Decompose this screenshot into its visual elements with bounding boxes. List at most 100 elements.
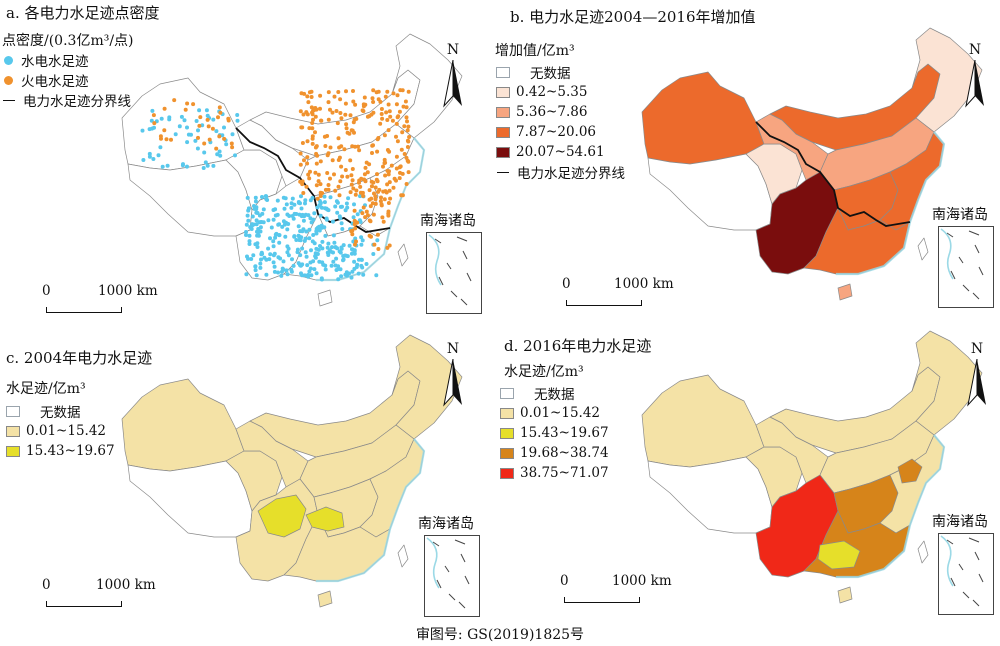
hydro-dot xyxy=(327,248,332,253)
inset-label: 南海诸岛 xyxy=(420,213,476,229)
hydro-dot xyxy=(268,252,273,257)
hydro-dot xyxy=(252,204,256,208)
hydro-dot xyxy=(289,201,294,206)
hydro-dot xyxy=(300,262,305,267)
thermal-dot xyxy=(376,136,381,140)
thermal-dot xyxy=(319,118,323,123)
thermal-dot xyxy=(395,139,400,144)
hydro-dot xyxy=(334,256,339,261)
thermal-dot xyxy=(310,134,315,139)
legend-item: 无数据 xyxy=(6,401,115,421)
thermal-dot xyxy=(315,196,320,201)
thermal-dot xyxy=(367,188,372,193)
hydro-dot xyxy=(249,257,254,261)
hydro-dot xyxy=(301,218,306,223)
thermal-dot xyxy=(305,94,310,99)
hydro-dot xyxy=(282,206,287,211)
thermal-dot xyxy=(328,107,332,112)
thermal-dot xyxy=(392,176,397,181)
thermal-dot xyxy=(336,90,341,94)
hydro-dot xyxy=(300,229,305,234)
hydro-dot xyxy=(185,164,189,169)
thermal-dot xyxy=(400,130,405,135)
legend-line xyxy=(497,171,509,173)
thermal-dot xyxy=(395,115,400,120)
hydro-dot xyxy=(264,272,269,277)
hydro-dot xyxy=(244,230,248,234)
thermal-dot xyxy=(349,229,354,234)
hydro-dot xyxy=(352,251,357,256)
thermal-dot xyxy=(351,99,356,104)
panel-a-legend-title: 点密度/(0.3亿m³/点) xyxy=(2,33,134,49)
north-letter: N xyxy=(968,42,982,58)
scale-zero-label: 0 xyxy=(560,573,569,589)
thermal-dot xyxy=(371,180,376,185)
hydro-dot xyxy=(281,219,286,224)
thermal-dot xyxy=(307,90,312,95)
thermal-dot xyxy=(214,146,219,151)
thermal-dot xyxy=(361,194,366,198)
thermal-dot xyxy=(362,95,367,100)
legend-item: 水电水足迹 xyxy=(2,50,131,70)
thermal-dot xyxy=(318,190,323,195)
hydro-dot xyxy=(321,262,326,267)
thermal-dot xyxy=(367,197,372,202)
thermal-dot xyxy=(305,161,310,166)
thermal-dot xyxy=(326,183,331,187)
hydro-dot xyxy=(185,125,189,130)
region-tibet xyxy=(127,159,253,237)
hydro-dot xyxy=(160,164,165,169)
hydro-dot xyxy=(357,218,362,223)
hydro-dot xyxy=(286,246,291,251)
thermal-dot xyxy=(350,232,355,237)
thermal-dot xyxy=(183,107,188,112)
hydro-dot xyxy=(299,206,304,211)
hydro-dot xyxy=(202,150,207,155)
thermal-dot xyxy=(318,106,322,111)
hydro-dot xyxy=(290,257,294,262)
thermal-dot xyxy=(360,211,365,216)
inset-boundary-dash xyxy=(950,270,956,280)
thermal-dot xyxy=(306,172,311,177)
hydro-dot xyxy=(195,146,200,151)
thermal-dot xyxy=(197,123,202,128)
thermal-dot xyxy=(298,162,303,167)
inset-boundary-dash xyxy=(974,551,980,561)
scale-km-label: 1000 km xyxy=(612,573,672,589)
hydro-dot xyxy=(317,203,322,208)
legend-label: 无数据 xyxy=(534,387,575,403)
thermal-dot xyxy=(405,145,410,149)
thermal-dot xyxy=(405,158,410,163)
hydro-dot xyxy=(254,222,259,227)
legend-label: 0.01~15.42 xyxy=(520,405,601,421)
thermal-dot xyxy=(326,117,331,122)
inset-boundary-dash xyxy=(444,565,450,573)
thermal-dot xyxy=(397,165,402,170)
thermal-dot xyxy=(338,111,343,115)
thermal-dot xyxy=(353,192,358,197)
panel-c-map xyxy=(121,334,463,608)
hydro-dot xyxy=(253,242,258,247)
thermal-dot xyxy=(349,128,354,133)
thermal-dot xyxy=(394,154,399,159)
hydro-dot xyxy=(304,229,309,234)
hydro-dot xyxy=(319,205,324,210)
legend-item: 电力水足迹分界线 xyxy=(2,90,131,110)
hydro-dot xyxy=(246,256,250,261)
thermal-dot xyxy=(360,108,365,113)
thermal-dot xyxy=(361,205,366,210)
hydro-dot xyxy=(197,108,202,113)
thermal-dot xyxy=(336,136,341,141)
thermal-dot xyxy=(382,197,387,202)
legend-item: 0.01~15.42 xyxy=(6,421,115,441)
region-hainan xyxy=(317,289,333,307)
hydro-dot xyxy=(299,214,304,219)
hydro-dot xyxy=(307,236,312,241)
hydro-dot xyxy=(364,262,369,266)
hydro-dot xyxy=(281,267,286,272)
thermal-dot xyxy=(310,126,315,131)
thermal-dot xyxy=(369,112,374,117)
thermal-dot xyxy=(403,99,408,104)
hydro-dot xyxy=(336,264,341,269)
thermal-dot xyxy=(315,153,320,158)
